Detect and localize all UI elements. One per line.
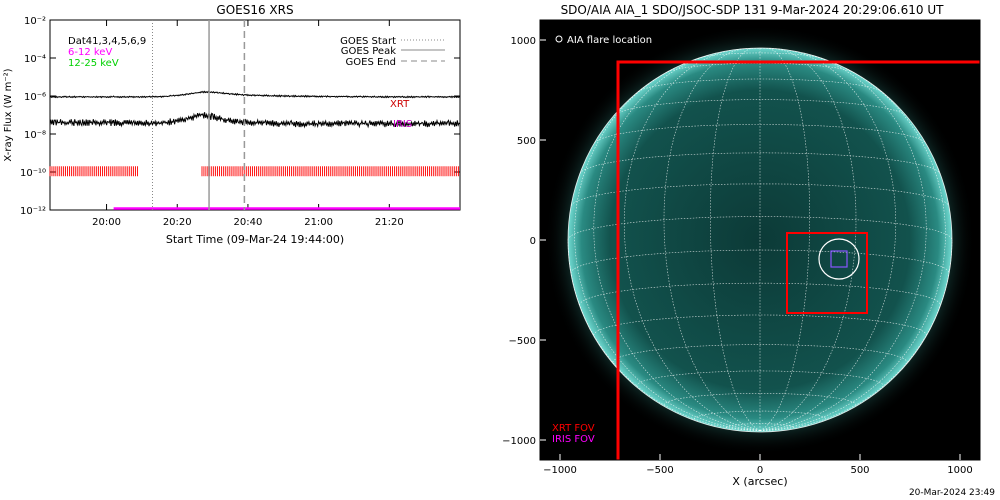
goes-dataset-label: Dat41,3,4,5,6,9	[68, 36, 146, 47]
aia-y-tick-label: 0	[530, 236, 536, 247]
goes-x-tick-label: 21:20	[375, 217, 404, 228]
goes-y-tick-label: 10⁻²	[24, 16, 46, 27]
goes-x-tick-label: 20:40	[234, 217, 263, 228]
aia-x-tick-label: 0	[757, 465, 763, 476]
goes-title: GOES16 XRS	[216, 3, 293, 17]
iris-obs-label: IRIS	[393, 119, 412, 130]
goes-panel: GOES16 XRS 10⁻² 10⁻⁴ 10⁻⁶ 10⁻⁸ 10⁻¹⁰ 10⁻¹² 20…	[3, 3, 461, 246]
goes-y-tick-label: 10⁻⁴	[24, 54, 46, 65]
flare-legend-icon	[555, 35, 563, 43]
goes-observation-bars	[49, 166, 460, 210]
aia-y-tick-label: 500	[517, 136, 536, 147]
xrt-fov-box	[616, 60, 980, 460]
goes-event-lines	[152, 20, 246, 210]
aia-y-tick-label: −1000	[502, 436, 536, 447]
goes-y-tick-label: 10⁻¹²	[20, 206, 46, 217]
legend-goes-start: GOES Start	[340, 36, 396, 47]
sun-disk	[568, 48, 952, 432]
goes-x-axis: 20:00 20:20 20:40 21:00 21:20	[92, 20, 404, 228]
longitude-line	[759, 67, 946, 431]
energy-band-high: 12-25 keV	[68, 58, 119, 69]
goes-x-tick-label: 20:00	[92, 217, 121, 228]
aia-x-tick-label: −1000	[543, 465, 577, 476]
goes-y-tick-label: 10⁻¹⁰	[20, 168, 46, 179]
goes-series-group	[49, 90, 461, 129]
goes-y-label: X-ray Flux (W m⁻²)	[3, 68, 14, 161]
longitude-line	[567, 239, 761, 431]
longitude-line	[759, 52, 927, 431]
longitude-line	[759, 239, 953, 431]
aia-y-axis: 1000 500 0 −500 −1000	[502, 36, 546, 447]
goes-plot-frame	[49, 19, 461, 211]
flare-location-marker	[818, 238, 860, 280]
legend-goes-end: GOES End	[346, 57, 396, 68]
aia-panel: SDO/AIA AIA_1 SDO/JSOC-SDP 131 9-Mar-202…	[502, 3, 981, 488]
goes-y-tick-label: 10⁻⁸	[24, 130, 46, 141]
footer-timestamp: 20-Mar-2024 23:49	[909, 488, 995, 498]
heliographic-grid	[567, 47, 953, 433]
longitude-line	[574, 67, 761, 431]
longitude-line	[759, 47, 811, 431]
goes-x-tick-label: 21:00	[304, 217, 333, 228]
goes-y-axis: 10⁻² 10⁻⁴ 10⁻⁶ 10⁻⁸ 10⁻¹⁰ 10⁻¹²	[20, 16, 460, 217]
latitude-line	[636, 370, 884, 387]
longitude-line	[709, 47, 761, 431]
solar-limb	[567, 47, 953, 433]
xrt-fov-inner-box	[786, 232, 868, 314]
goes-x-label: Start Time (09-Mar-24 19:44:00)	[166, 233, 344, 246]
aia-x-label: X (arcsec)	[732, 475, 787, 488]
latitude-line	[579, 152, 941, 174]
aia-x-tick-label: 1000	[947, 465, 972, 476]
aia-title: SDO/AIA AIA_1 SDO/JSOC-SDP 131 9-Mar-202…	[561, 3, 945, 17]
flare-legend-label: AIA flare location	[567, 35, 652, 46]
longitude-line	[663, 48, 761, 431]
aia-x-tick-label: −500	[646, 465, 673, 476]
goes-flux-series-1	[49, 90, 461, 99]
xrt-obs-label: XRT	[390, 99, 410, 110]
legend-goes-peak: GOES Peak	[341, 46, 396, 57]
goes-x-tick-label: 20:20	[163, 217, 192, 228]
longitude-line	[759, 48, 857, 431]
iris-fov-label: IRIS FOV	[552, 434, 595, 445]
goes-flux-series-2	[49, 112, 461, 129]
energy-band-low: 6-12 keV	[68, 47, 112, 58]
goes-y-tick-label: 10⁻⁶	[24, 92, 46, 103]
fov-overlays	[616, 60, 980, 460]
longitude-line	[593, 52, 761, 431]
aia-y-tick-label: 1000	[511, 36, 536, 47]
aia-x-axis: −1000 −500 0 500 1000	[543, 454, 973, 476]
aia-y-tick-label: −500	[509, 336, 536, 347]
xrt-fov-label: XRT FOV	[552, 423, 595, 434]
iris-fov-box	[830, 250, 848, 268]
aia-x-tick-label: 500	[850, 465, 869, 476]
